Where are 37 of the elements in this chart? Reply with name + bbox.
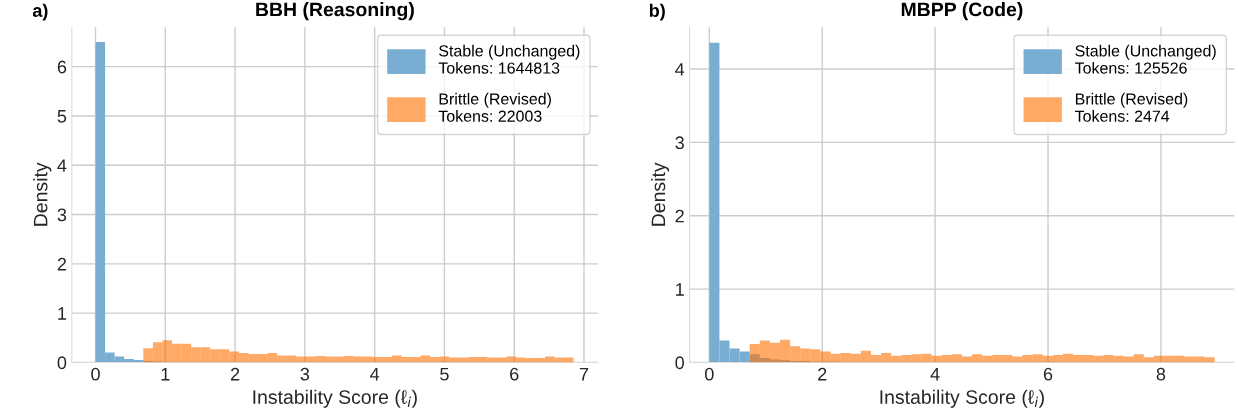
x-tick-label: 4 [930, 367, 940, 381]
chart-title: BBH (Reasoning) [256, 2, 414, 21]
y-tick-label: 4 [57, 159, 67, 172]
x-tick-label: 1 [161, 367, 170, 381]
text: b) [649, 3, 665, 21]
y-tick-label: 5 [57, 110, 67, 123]
legend-label: Stable (Unchanged) Tokens: 1644813 [438, 44, 580, 74]
x-tick-label: 7 [579, 367, 589, 381]
y-tick-label: 2 [675, 209, 684, 223]
x-tick-label: 8 [1156, 367, 1166, 381]
text: a) [32, 3, 48, 21]
x-tick-label: 6 [1043, 367, 1053, 381]
y-tick-label: 1 [676, 283, 684, 296]
x-tick-label: 6 [510, 367, 519, 381]
y-tick-label: 3 [57, 208, 67, 222]
x-tick-label: 0 [91, 367, 100, 381]
y-tick-label: 6 [57, 60, 67, 74]
y-tick-label: 3 [675, 136, 684, 150]
y-tick-label: 1 [58, 307, 67, 320]
chart-title: MBPP (Code) [901, 2, 1023, 21]
x-tick-label: 5 [440, 367, 449, 381]
x-tick-label: 2 [230, 367, 240, 381]
y-axis-title: Density [650, 162, 670, 226]
x-tick-label: 0 [705, 367, 714, 381]
x-tick-label: 3 [300, 367, 310, 381]
x-tick-label: 4 [370, 367, 380, 381]
y-tick-label: 0 [57, 356, 67, 370]
legend-label: Brittle (Revised) Tokens: 2474 [1075, 92, 1188, 122]
y-tick-label: 0 [675, 356, 684, 370]
legend-label: Brittle (Revised) Tokens: 22003 [438, 92, 551, 122]
legend-label: Stable (Unchanged) Tokens: 125526 [1075, 44, 1216, 74]
x-axis-title: Instability Score (ℓ$_{i}$) [253, 389, 417, 408]
x-axis-title: Instability Score (ℓ$_{i}$) [880, 389, 1044, 408]
y-tick-label: 4 [675, 63, 685, 76]
y-axis-title: Density [33, 162, 52, 226]
x-tick-label: 2 [818, 367, 827, 381]
y-tick-label: 2 [57, 257, 67, 271]
